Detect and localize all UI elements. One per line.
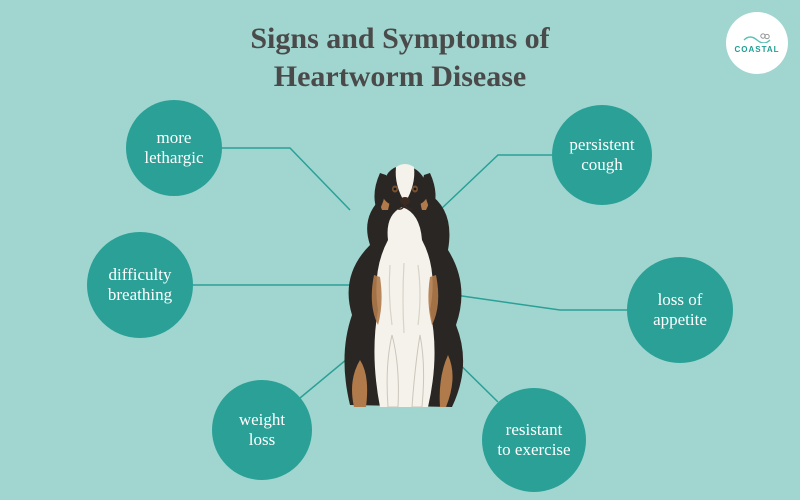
symptom-weight-loss: weightloss [212,380,312,480]
title-line-1: Signs and Symptoms of [0,20,800,58]
symptom-label: weightloss [239,410,285,449]
symptom-resistant-exercise: resistantto exercise [482,388,586,492]
brand-logo: COASTAL [726,12,788,74]
symptom-label: persistentcough [569,135,634,174]
logo-text: COASTAL [734,45,779,54]
symptom-label: morelethargic [144,128,203,167]
symptom-label: difficultybreathing [108,265,172,304]
page-title: Signs and Symptoms of Heartworm Disease [0,20,800,96]
symptom-label: resistantto exercise [497,420,570,459]
infographic-canvas: Signs and Symptoms of Heartworm Disease … [0,0,800,500]
symptom-persistent-cough: persistentcough [552,105,652,205]
dog-illustration [330,155,480,415]
symptom-more-lethargic: morelethargic [126,100,222,196]
title-line-2: Heartworm Disease [0,58,800,96]
wave-icon [743,33,771,43]
symptom-difficulty-breathing: difficultybreathing [87,232,193,338]
symptom-label: loss ofappetite [653,290,707,329]
symptom-loss-of-appetite: loss ofappetite [627,257,733,363]
